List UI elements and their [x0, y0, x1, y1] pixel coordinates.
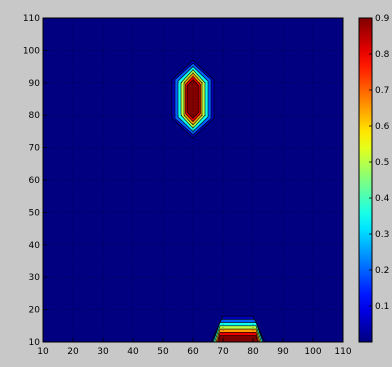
y-tick-label-4: 50 — [29, 208, 41, 218]
y-tick-label-0: 10 — [29, 338, 41, 348]
colorbar-tick-label-0: 0.9 — [375, 14, 390, 24]
colorbar-tick-label-5: 0.4 — [375, 194, 390, 204]
x-tick-label-0: 10 — [37, 347, 49, 357]
y-tick-label-2: 30 — [29, 273, 41, 283]
x-tick-label-7: 80 — [247, 347, 259, 357]
x-tick-label-10: 110 — [334, 347, 351, 357]
y-axis: 10 20 30 40 50 60 70 80 90 100 110 — [23, 14, 47, 348]
x-tick-label-6: 70 — [217, 347, 229, 357]
colorbar-tick-label-6: 0.3 — [375, 230, 389, 240]
x-tick-label-1: 20 — [67, 347, 79, 357]
y-tick-label-8: 90 — [29, 79, 41, 89]
x-tick-label-5: 60 — [187, 347, 199, 357]
y-tick-label-1: 20 — [29, 306, 41, 316]
x-tick-label-4: 50 — [157, 347, 169, 357]
colorbar-tick-label-4: 0.5 — [375, 158, 389, 168]
y-tick-label-5: 60 — [29, 176, 41, 186]
x-tick-label-2: 30 — [97, 347, 109, 357]
colorbar-tick-label-7: 0.2 — [375, 266, 389, 276]
peak-2-contour-6 — [218, 335, 258, 342]
plot-area — [42, 17, 344, 343]
colorbar-tick-label-1: 0.8 — [375, 50, 390, 60]
y-tick-label-6: 70 — [29, 144, 41, 154]
colorbar-tick-label-2: 0.7 — [375, 86, 389, 96]
y-tick-label-7: 80 — [29, 111, 41, 121]
colorbar-bar — [358, 17, 373, 343]
x-tick-label-3: 40 — [127, 347, 139, 357]
colorbar: 0.9 0.8 0.7 0.6 0.5 0.4 0.3 0.2 0.1 — [358, 14, 390, 343]
y-tick-label-10: 110 — [23, 14, 40, 24]
y-tick-label-9: 100 — [23, 46, 40, 56]
y-tick-label-3: 40 — [29, 241, 41, 251]
colorbar-tick-label-8: 0.1 — [375, 302, 389, 312]
x-tick-label-8: 90 — [277, 347, 289, 357]
x-axis: 10 20 30 40 50 60 70 80 90 100 110 — [37, 338, 352, 357]
x-tick-label-9: 100 — [304, 347, 321, 357]
colorbar-tick-label-3: 0.6 — [375, 122, 390, 132]
